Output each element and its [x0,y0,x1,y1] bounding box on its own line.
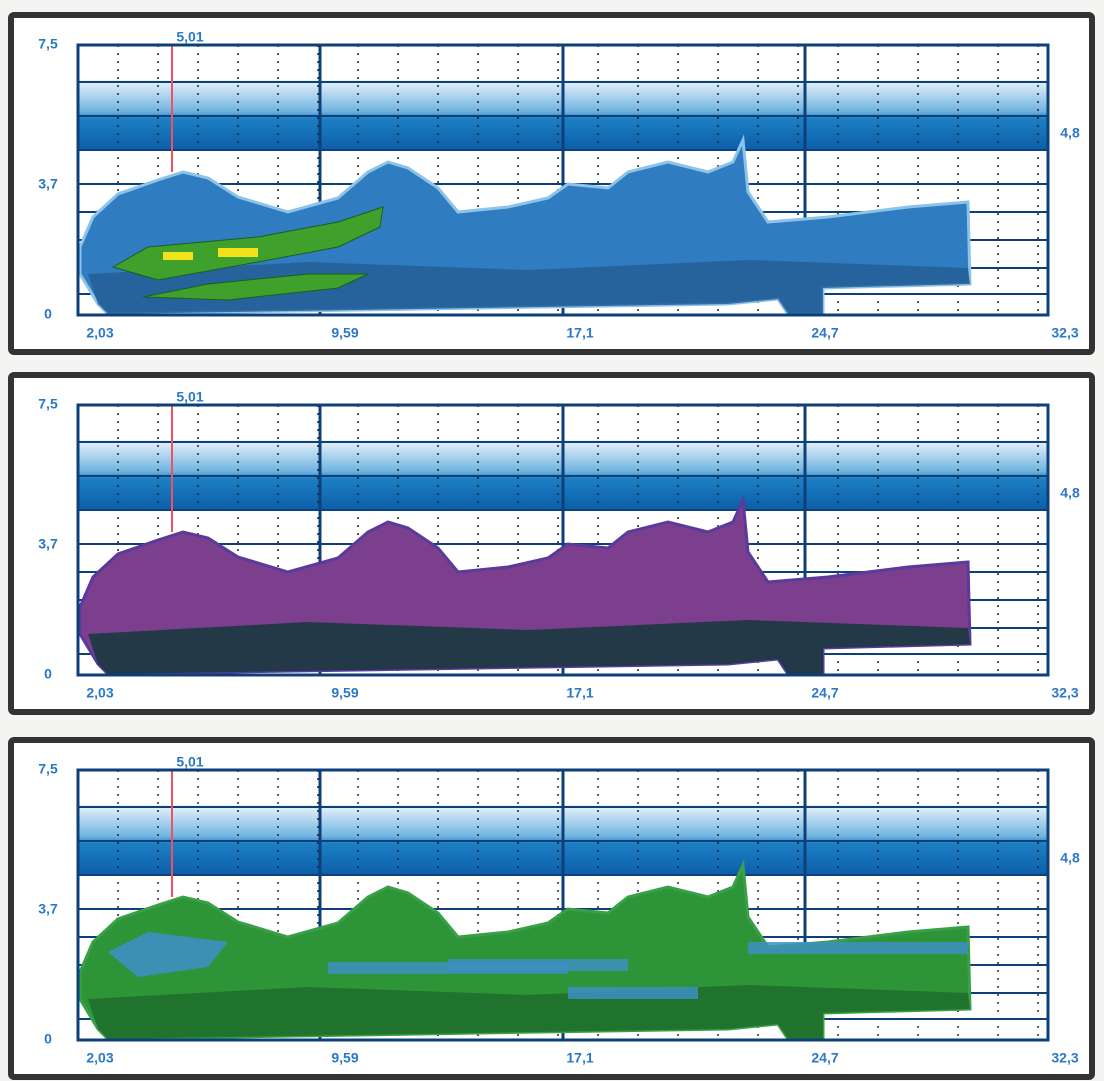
x-label: 24,7 [811,685,838,701]
y-label: 3,7 [38,536,58,552]
x-label: 24,7 [811,1050,838,1066]
right-label: 4,8 [1060,485,1080,501]
x-label: 24,7 [811,325,838,341]
x-label: 9,59 [331,685,358,701]
y-label: 0 [44,1031,52,1047]
marker-label: 5,01 [176,754,203,770]
school-core [163,252,193,260]
y-label: 0 [44,306,52,322]
x-label: 9,59 [331,1050,358,1066]
x-label: 9,59 [331,325,358,341]
marker-label: 5,01 [176,29,203,45]
x-label: 17,1 [566,685,593,701]
y-label: 0 [44,666,52,682]
x-label: 17,1 [566,325,593,341]
echogram-panel: 7,5 3,7 0 5,01 4,8 2,03 9,59 17,1 24,7 32,3 [11,375,1092,712]
echogram-panel: 7,5 3,7 0 5,01 4,8 2,03 9,59 17,1 24,7 32,3 [11,740,1092,1077]
y-label: 3,7 [38,176,58,192]
blue-echo [748,942,968,954]
y-label: 7,5 [38,396,58,412]
screen: 7,5 3,7 0 5,01 4,8 2,03 9,59 17,1 24,7 32,3 7,5 3,7… [0,0,1104,1081]
x-label: 32,3 [1051,685,1078,701]
x-label: 32,3 [1051,1050,1078,1066]
y-label: 3,7 [38,901,58,917]
right-label: 4,8 [1060,850,1080,866]
right-label: 4,8 [1060,125,1080,141]
blue-echo [568,987,698,999]
y-label: 7,5 [38,761,58,777]
y-label: 7,5 [38,36,58,52]
school-core [218,248,258,257]
x-label: 2,03 [86,325,113,341]
x-label: 32,3 [1051,325,1078,341]
x-label: 2,03 [86,685,113,701]
x-label: 2,03 [86,1050,113,1066]
blue-echo [448,959,628,971]
x-label: 17,1 [566,1050,593,1066]
echogram-panel: 7,5 3,7 0 5,01 4,8 2,03 9,59 17,1 24,7 32,3 [11,15,1092,352]
marker-label: 5,01 [176,389,203,405]
